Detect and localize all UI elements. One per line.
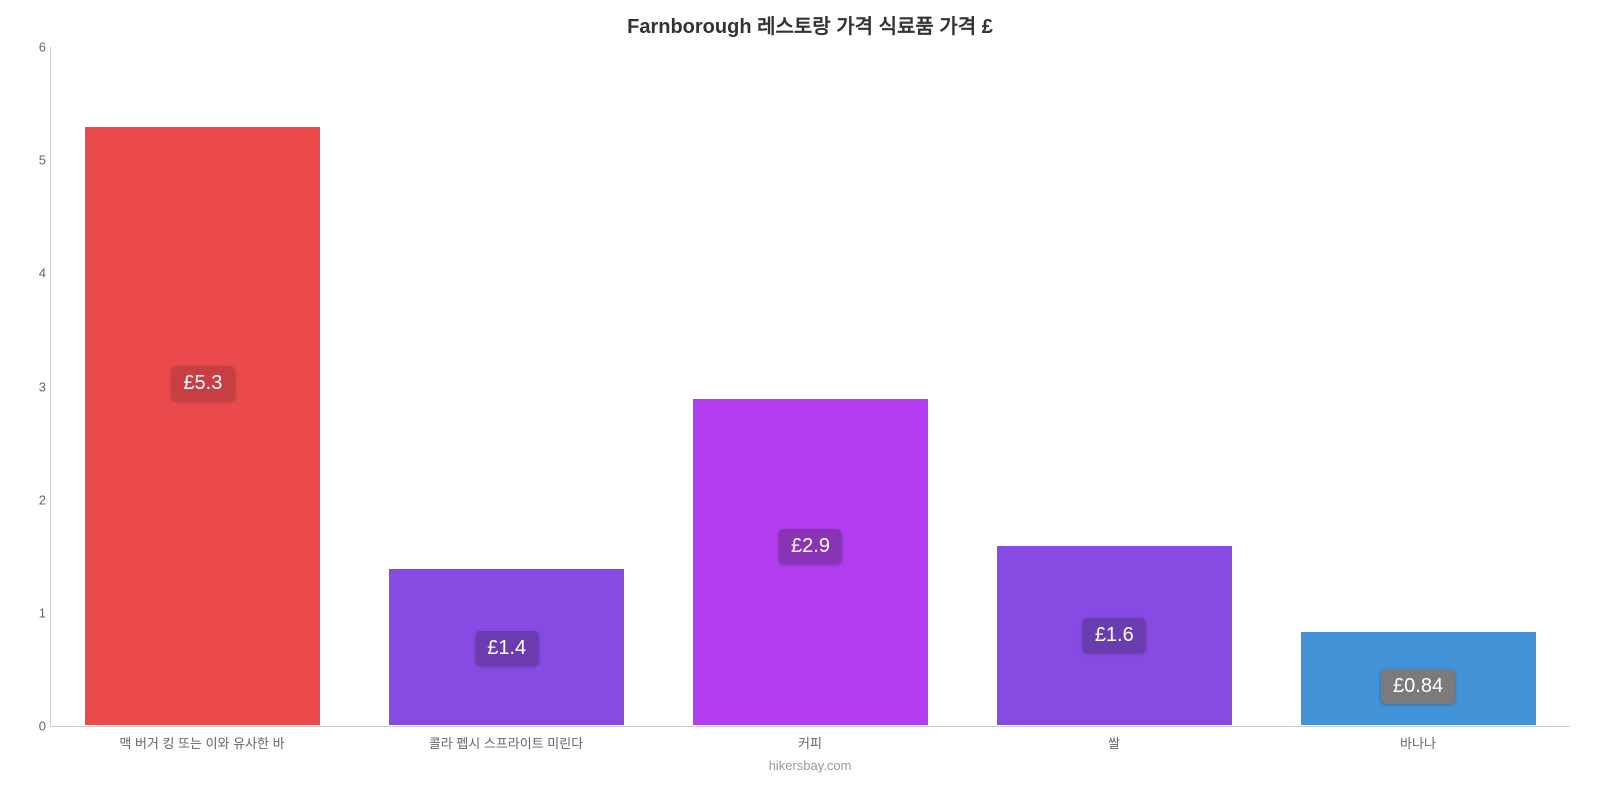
chart-title: Farnborough 레스토랑 가격 식료품 가격 £ xyxy=(50,10,1570,39)
bar: £0.84 xyxy=(1300,631,1537,726)
bar-value-label: £5.3 xyxy=(171,366,234,401)
y-axis: 0123456 xyxy=(21,47,46,726)
x-tick: 맥 버거 킹 또는 이와 유사한 바 xyxy=(50,733,354,752)
bars-row: £5.3 £1.4 £2.9 £1.6 £0.84 xyxy=(51,47,1570,726)
x-tick: 커피 xyxy=(658,733,962,752)
bar-slot: £5.3 xyxy=(51,47,355,726)
attribution: hikersbay.com xyxy=(50,758,1570,773)
bar: £1.6 xyxy=(996,545,1233,726)
bar-slot: £2.9 xyxy=(659,47,963,726)
bar: £5.3 xyxy=(84,126,321,726)
bar-value-label: £1.4 xyxy=(475,631,538,666)
bar-slot: £0.84 xyxy=(1266,47,1570,726)
x-tick: 쌀 xyxy=(962,733,1266,752)
bar-slot: £1.6 xyxy=(962,47,1266,726)
bar: £2.9 xyxy=(692,398,929,726)
y-tick: 4 xyxy=(39,266,46,281)
y-tick: 6 xyxy=(39,40,46,55)
y-tick: 0 xyxy=(39,719,46,734)
bar-slot: £1.4 xyxy=(355,47,659,726)
plot-area: 0123456 £5.3£1.4£2.9£1.6£0.84 xyxy=(50,47,1570,727)
y-tick: 3 xyxy=(39,379,46,394)
bar-value-label: £2.9 xyxy=(779,529,842,564)
x-tick: 콜라 펩시 스프라이트 미린다 xyxy=(354,733,658,752)
bar: £1.4 xyxy=(388,568,625,726)
bar-value-label: £0.84 xyxy=(1381,669,1455,704)
price-bar-chart: Farnborough 레스토랑 가격 식료품 가격 £ 0 1 2 3 4 5 6 £5.… xyxy=(0,0,1600,800)
x-axis: 맥 버거 킹 또는 이와 유사한 바콜라 펩시 스프라이트 미린다커피쌀바나나 xyxy=(50,733,1570,752)
x-tick: 바나나 xyxy=(1266,733,1570,752)
y-tick: 1 xyxy=(39,605,46,620)
y-tick: 5 xyxy=(39,153,46,168)
bar-value-label: £1.6 xyxy=(1083,618,1146,653)
y-tick: 2 xyxy=(39,492,46,507)
